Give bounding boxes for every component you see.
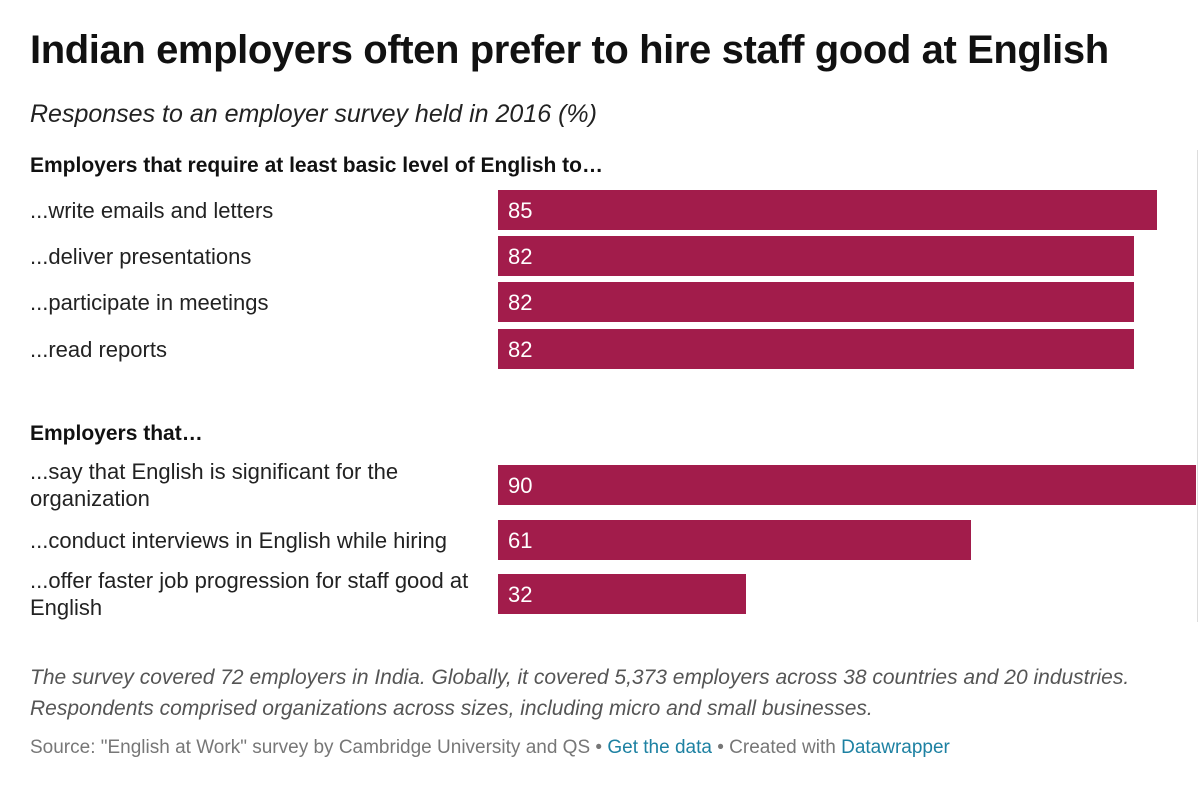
bar <box>498 190 1158 230</box>
bar <box>498 574 747 614</box>
separator: • <box>717 737 724 758</box>
bar-label: ...deliver presentations <box>30 243 252 269</box>
bar-value-label: 82 <box>508 289 533 315</box>
source-text: Source: "English at Work" survey by Camb… <box>30 737 591 758</box>
bar-label: ...write emails and letters <box>30 197 274 223</box>
chart-edge-rule <box>1197 150 1198 622</box>
datawrapper-link[interactable]: Datawrapper <box>841 737 950 758</box>
bar <box>498 236 1134 276</box>
bar <box>498 329 1134 369</box>
created-with-text: Created with <box>729 737 836 758</box>
bar-label: ...participate in meetings <box>30 289 269 315</box>
get-the-data-link[interactable]: Get the data <box>607 737 712 758</box>
bar-value-label: 61 <box>508 527 533 553</box>
bar-value-label: 85 <box>508 197 533 223</box>
group-heading: Employers that… <box>30 422 203 445</box>
chart-notes: The survey covered 72 employers in India… <box>30 666 1130 720</box>
bar <box>498 520 972 560</box>
bar-label: ...say that English is significant for t… <box>30 459 399 511</box>
bar-value-label: 90 <box>508 472 533 498</box>
chart-subtitle: Responses to an employer survey held in … <box>30 100 597 128</box>
bar-label: ...read reports <box>30 336 167 362</box>
bar <box>498 282 1134 322</box>
chart-title: Indian employers often prefer to hire st… <box>30 28 1109 72</box>
bar-label: ...offer faster job progression for staf… <box>30 568 469 620</box>
chart-footer: Source: "English at Work" survey by Camb… <box>30 737 950 759</box>
group-heading: Employers that require at least basic le… <box>30 154 603 177</box>
bar-value-label: 82 <box>508 336 533 362</box>
bar-value-label: 82 <box>508 243 533 269</box>
separator: • <box>595 737 603 758</box>
bar <box>498 465 1196 505</box>
bar-label: ...conduct interviews in English while h… <box>30 527 447 553</box>
bar-value-label: 32 <box>508 581 533 607</box>
